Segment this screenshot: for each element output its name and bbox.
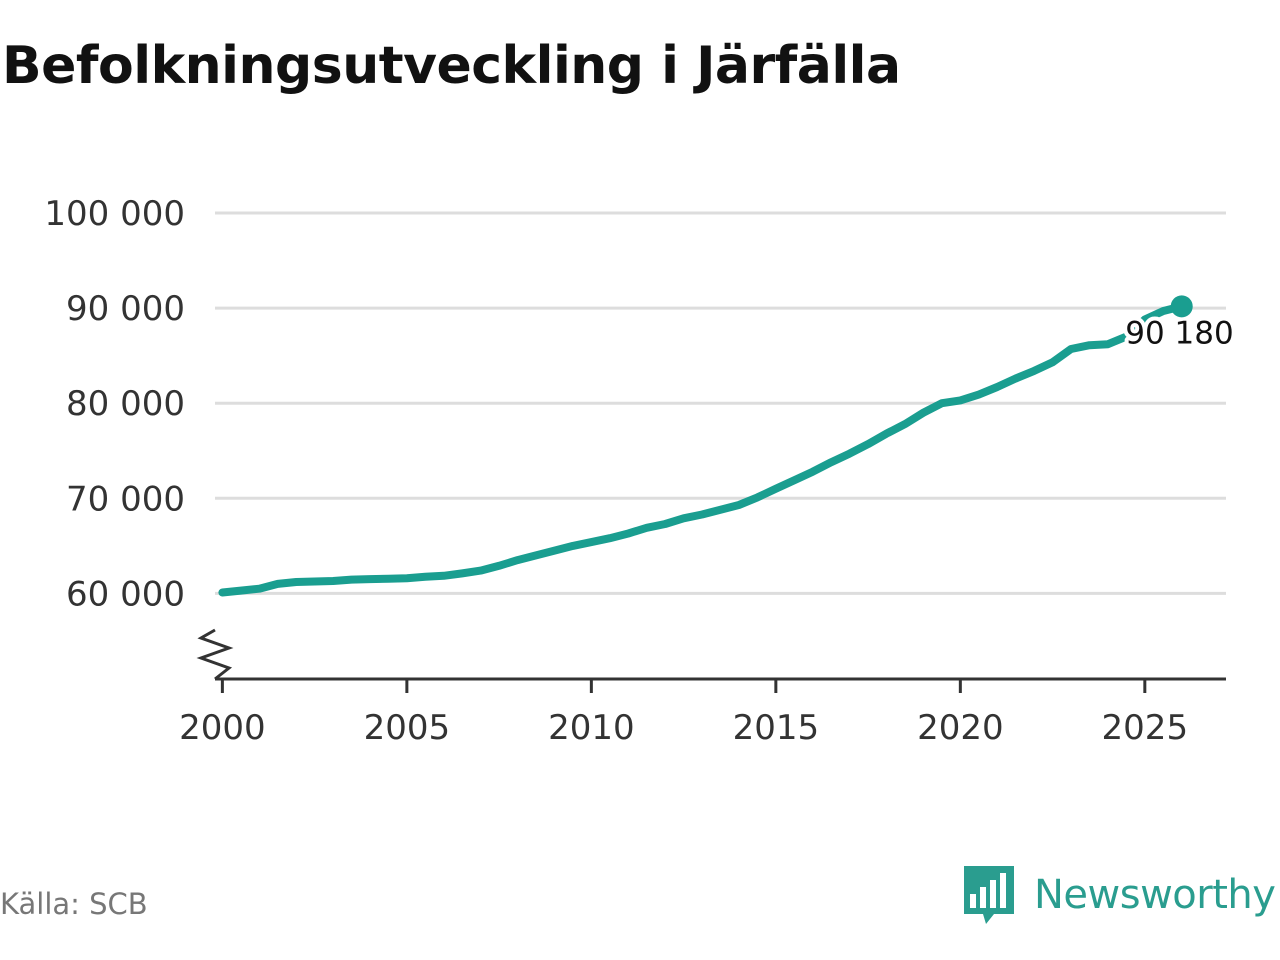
x-tick-label-2020: 2020	[917, 708, 1004, 748]
y-tick-label-90000: 90 000	[66, 289, 185, 329]
x-tick-label-2015: 2015	[733, 708, 820, 748]
x-tick-label-2025: 2025	[1102, 708, 1189, 748]
end-point-marker	[1170, 295, 1193, 318]
y-tick-label-70000: 70 000	[66, 479, 185, 519]
y-tick-label-60000: 60 000	[66, 574, 185, 614]
axes	[196, 628, 1226, 693]
brand[interactable]: Newsworthy	[964, 866, 1276, 924]
source-note: Källa: SCB	[0, 887, 148, 921]
series-line-0	[218, 302, 1186, 597]
line-chart: 60 000 70 000 80 000 90 000 100 000 2000 2005 2…	[44, 194, 1237, 748]
newsworthy-logo-icon	[964, 866, 1014, 924]
x-tick-label-2000: 2000	[179, 708, 266, 748]
series-layer	[218, 302, 1186, 597]
labels: 60 000 70 000 80 000 90 000 100 000 2000 2005 2…	[44, 194, 1237, 748]
chart-title: Befolkningsutveckling i Järfälla	[2, 36, 901, 96]
end-value-label: 90 180	[1125, 315, 1233, 351]
y-tick-label-100000: 100 000	[44, 194, 185, 234]
y-tick-label-80000: 80 000	[66, 384, 185, 424]
gridlines	[215, 211, 1226, 595]
x-tick-label-2005: 2005	[364, 708, 451, 748]
brand-name: Newsworthy	[1034, 872, 1276, 918]
axis-break-zigzag	[196, 628, 234, 681]
x-tick-label-2010: 2010	[548, 708, 635, 748]
